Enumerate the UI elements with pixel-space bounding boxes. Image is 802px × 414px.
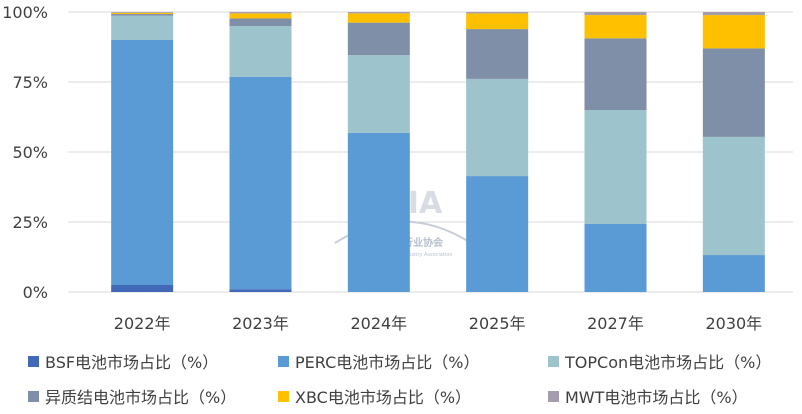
legend-label: TOPCon电池市场占比（%）: [565, 353, 772, 372]
bar-segment: [702, 48, 765, 137]
x-tick-label: 2022年: [114, 314, 171, 333]
bar-segment: [466, 78, 529, 177]
legend-label: PERC电池市场占比（%）: [295, 353, 480, 372]
bar-segment: [584, 110, 647, 224]
x-tick-label: 2030年: [705, 314, 762, 333]
legend-swatch: [548, 355, 559, 367]
bar-segment: [229, 18, 292, 26]
x-tick-label: 2024年: [350, 314, 407, 333]
y-tick-label: 25%: [12, 213, 48, 232]
legend-item: TOPCon电池市场占比（%）: [548, 349, 771, 373]
bar-segment: [229, 13, 292, 19]
bar-segment: [702, 15, 765, 49]
legend-item: XBC电池市场占比（%）: [278, 384, 471, 408]
bar-segment: [702, 12, 765, 16]
legend-swatch: [548, 390, 559, 402]
legend-swatch: [28, 390, 39, 402]
legend-label: 异质结电池市场占比（%）: [45, 388, 237, 407]
x-tick-label: 2027年: [587, 314, 644, 333]
bar-segment: [347, 13, 410, 23]
legend-swatch: [278, 355, 289, 367]
bar-segment: [111, 285, 174, 292]
legend-item: MWT电池市场占比（%）: [548, 384, 748, 408]
bar-segment: [466, 12, 529, 14]
bar-segment: [229, 76, 292, 290]
x-tick-label: 2025年: [469, 314, 526, 333]
bar-segment: [584, 15, 647, 39]
bar-segment: [466, 176, 529, 292]
bar-segment: [229, 289, 292, 292]
bar-segment: [111, 13, 174, 16]
legend-swatch: [28, 355, 39, 367]
legend-item: PERC电池市场占比（%）: [278, 349, 479, 373]
bar-segment: [584, 223, 647, 292]
bar-segment: [466, 29, 529, 79]
bar-segment: [229, 26, 292, 77]
bar-segment: [347, 22, 410, 56]
bar-segment: [111, 40, 174, 285]
legend-label: MWT电池市场占比（%）: [565, 388, 748, 407]
bar-segment: [347, 12, 410, 14]
y-tick-label: 75%: [12, 73, 48, 92]
y-tick-label: 100%: [2, 3, 48, 22]
bar-segment: [347, 132, 410, 292]
bar-segment: [702, 255, 765, 292]
bar-segment: [584, 12, 647, 16]
legend-label: XBC电池市场占比（%）: [295, 388, 472, 407]
bar-segment: [111, 15, 174, 41]
legend-label: BSF电池市场占比（%）: [45, 353, 219, 372]
legend-item: 异质结电池市场占比（%）: [28, 384, 236, 408]
bar-segment: [347, 55, 410, 133]
bar-segment: [584, 38, 647, 110]
x-tick-label: 2023年: [232, 314, 289, 333]
y-tick-label: 0%: [23, 283, 48, 302]
bar-segment: [111, 12, 174, 13]
bar-segment: [702, 136, 765, 256]
bar-segment: [229, 12, 292, 14]
bar-segment: [466, 13, 529, 30]
plot-area: 0%25%50%75%100%CPIA中国光伏行业协会China Photovo…: [2, 3, 793, 333]
y-tick-label: 50%: [12, 143, 48, 162]
legend-item: BSF电池市场占比（%）: [28, 349, 218, 373]
legend-swatch: [278, 390, 289, 402]
bar-segment: [111, 12, 174, 14]
